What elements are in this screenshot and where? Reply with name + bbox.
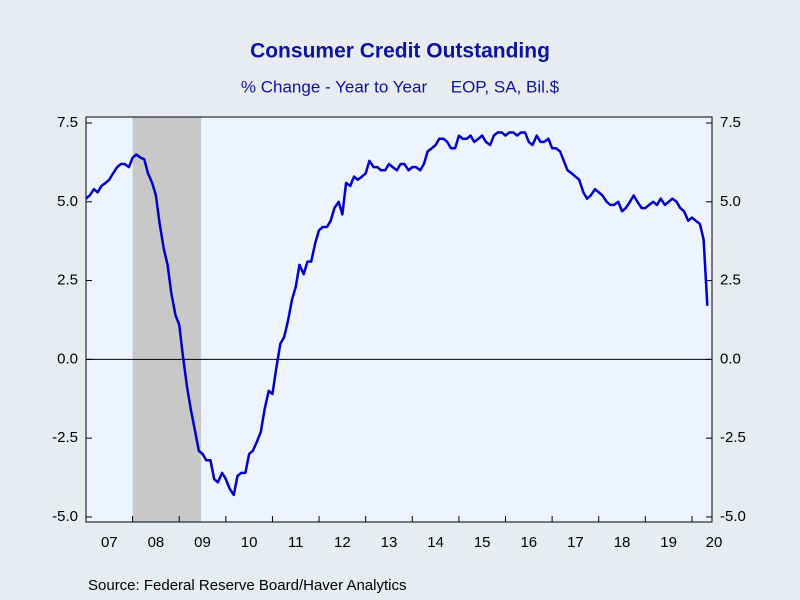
- x-tick-label: 15: [474, 534, 491, 551]
- x-tick-label: 13: [381, 534, 398, 551]
- y-tick-label: 7.5: [57, 114, 78, 131]
- y-tick-label: 0.0: [57, 350, 78, 367]
- y-tick-label: 2.5: [57, 272, 78, 289]
- chart-subtitle: % Change - Year to Year EOP, SA, Bil.$: [241, 77, 560, 96]
- y-tick-label: 5.0: [57, 193, 78, 210]
- x-tick-label: 10: [241, 534, 258, 551]
- x-tick-label: 11: [288, 534, 304, 551]
- plot-frame: [85, 116, 713, 523]
- x-tick-label: 09: [194, 534, 211, 551]
- x-tick-label: 20: [706, 534, 723, 551]
- y2-tick-label: -5.0: [720, 508, 746, 525]
- y2-tick-label: 7.5: [720, 114, 741, 131]
- x-tick-label: 19: [660, 534, 677, 551]
- y-tick-label: -2.5: [52, 429, 78, 446]
- x-tick-label: 17: [567, 534, 584, 551]
- x-tick-label: 07: [101, 534, 118, 551]
- x-tick-label: 18: [614, 534, 631, 551]
- data-line: [85, 131, 709, 497]
- recession-band: [132, 117, 202, 522]
- y-tick-label: -5.0: [52, 508, 78, 525]
- y2-tick-label: 0.0: [720, 350, 741, 367]
- y2-tick-label: 2.5: [720, 272, 741, 289]
- x-tick-label: 14: [427, 534, 444, 551]
- x-tick-label: 16: [520, 534, 537, 551]
- y2-tick-label: 5.0: [720, 193, 741, 210]
- x-tick-label: 08: [148, 534, 165, 551]
- y2-tick-label: -2.5: [720, 429, 746, 446]
- source-note: Source: Federal Reserve Board/Haver Anal…: [88, 577, 406, 594]
- chart-title: Consumer Credit Outstanding: [250, 40, 550, 63]
- x-tick-label: 12: [334, 534, 351, 551]
